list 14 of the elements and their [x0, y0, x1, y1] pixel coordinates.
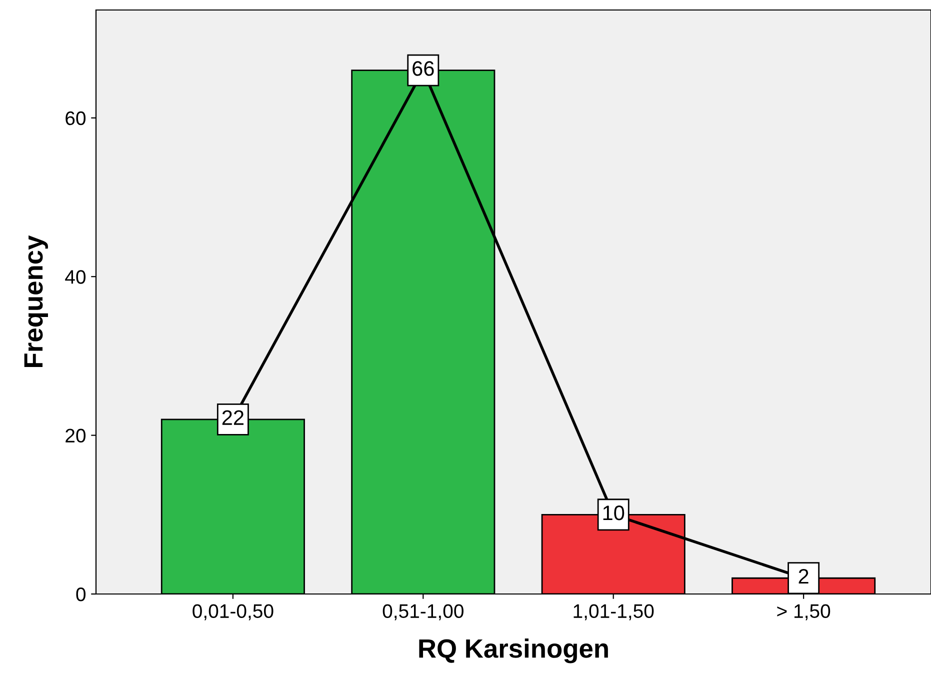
x-tick-label: 0,51-1,00	[382, 604, 464, 620]
x-tick-label: > 1,50	[777, 604, 830, 620]
data-label: 66	[412, 61, 434, 76]
y-tick-label: 0	[76, 587, 86, 602]
data-label: 2	[798, 568, 808, 584]
data-label: 10	[603, 505, 624, 520]
y-tick-label: 40	[65, 270, 86, 284]
data-label: 22	[222, 410, 244, 425]
x-tick-label: 0,01-0,50	[192, 604, 274, 620]
x-tick-label: 1,01-1,50	[574, 604, 654, 620]
y-axis-title: Frequency	[24, 235, 48, 367]
y-tick-label: 60	[66, 111, 86, 126]
x-axis-title: RQ Karsinogen	[419, 638, 608, 664]
y-tick-label: 20	[66, 428, 86, 443]
